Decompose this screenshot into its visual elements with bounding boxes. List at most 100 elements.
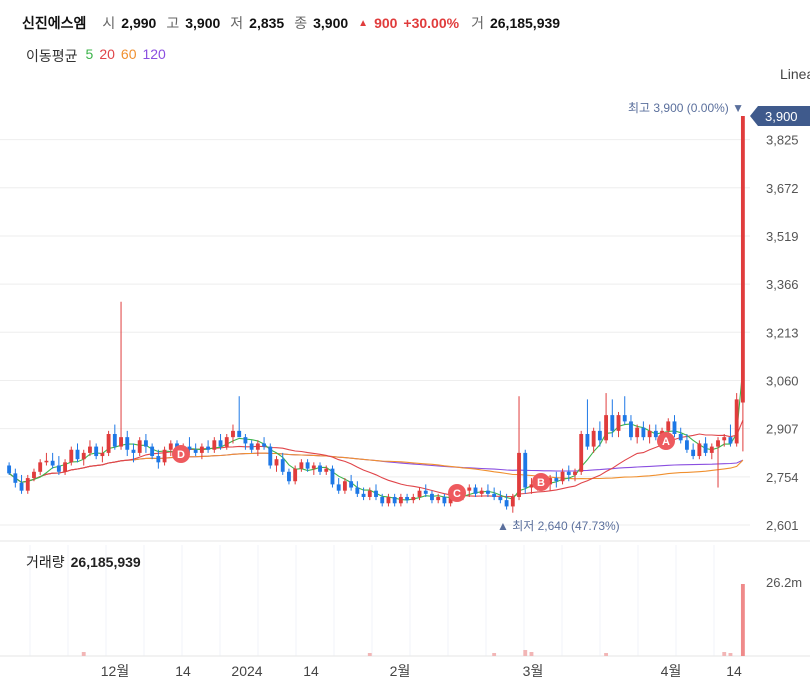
candle bbox=[635, 424, 640, 444]
candle-body bbox=[193, 449, 198, 453]
candle-body bbox=[573, 471, 577, 475]
high-value: 3,900 bbox=[185, 15, 221, 31]
candle bbox=[75, 443, 80, 463]
candle-body bbox=[75, 449, 80, 460]
candle bbox=[7, 462, 12, 475]
signal-marker[interactable]: D bbox=[172, 445, 190, 463]
candle bbox=[517, 396, 521, 501]
candle-body bbox=[610, 415, 615, 431]
candle bbox=[293, 465, 298, 485]
candle-body bbox=[143, 440, 148, 447]
signal-marker-label: D bbox=[177, 449, 185, 461]
volume-bar bbox=[728, 653, 733, 656]
candle bbox=[56, 456, 61, 475]
candle bbox=[162, 446, 167, 466]
candle-body bbox=[492, 493, 497, 497]
candle-body bbox=[417, 490, 422, 497]
candle-body bbox=[237, 430, 242, 438]
signal-marker[interactable]: B bbox=[532, 473, 550, 491]
price-tick-label: 3,213 bbox=[766, 325, 799, 340]
moving-average-legend[interactable]: 이동평균 5 20 60 120 bbox=[26, 46, 166, 66]
candle bbox=[492, 487, 497, 501]
price-tick-label: 3,519 bbox=[766, 229, 799, 244]
candle-body bbox=[255, 443, 260, 450]
candle-body bbox=[529, 484, 534, 488]
scale-mode-toggle[interactable]: Linear bbox=[780, 66, 810, 82]
candle-body bbox=[423, 490, 428, 494]
candle bbox=[430, 490, 434, 504]
low-label: 저 bbox=[230, 15, 244, 31]
candle bbox=[523, 449, 528, 494]
candle bbox=[287, 468, 291, 485]
candle bbox=[722, 434, 727, 447]
candle bbox=[386, 493, 391, 507]
candle-body bbox=[579, 434, 584, 472]
candle bbox=[548, 474, 553, 491]
change-arrow-icon: ▲ bbox=[358, 17, 369, 29]
signal-marker-label: A bbox=[662, 436, 670, 448]
candle-body bbox=[212, 440, 217, 450]
candle bbox=[716, 437, 720, 488]
candle-body bbox=[430, 493, 434, 501]
volume-tick-label: 26.2m bbox=[766, 575, 802, 590]
candle-body bbox=[604, 415, 609, 441]
candles bbox=[7, 116, 745, 513]
candle-body bbox=[206, 446, 211, 450]
candle-body bbox=[32, 471, 36, 479]
signal-marker[interactable]: A bbox=[657, 432, 675, 450]
volume-label: 거 bbox=[471, 15, 484, 31]
candle-body bbox=[318, 465, 322, 472]
candle-body bbox=[199, 446, 204, 453]
candle-body bbox=[243, 437, 248, 444]
candle-body bbox=[13, 473, 18, 483]
volume-bar bbox=[740, 584, 745, 656]
candle-body bbox=[560, 471, 565, 482]
candle bbox=[616, 411, 621, 438]
close-label: 종 bbox=[294, 15, 308, 31]
candle bbox=[604, 393, 609, 444]
candle-body bbox=[299, 462, 304, 469]
ma-legend-60[interactable]: 60 bbox=[120, 46, 137, 62]
low-price-annotation: ▲ 최저 2,640 (47.73%) bbox=[497, 519, 620, 533]
candle bbox=[417, 487, 422, 501]
signal-marker[interactable]: C bbox=[448, 484, 466, 502]
candle-body bbox=[330, 468, 335, 485]
candle-body bbox=[473, 487, 478, 494]
candle bbox=[342, 478, 347, 494]
open-value: 2,990 bbox=[121, 15, 157, 31]
candle-body bbox=[56, 465, 61, 472]
candle-body bbox=[44, 460, 49, 463]
ma-legend-20[interactable]: 20 bbox=[99, 46, 115, 62]
candle-body bbox=[672, 421, 677, 435]
candle bbox=[573, 468, 577, 482]
candle-body bbox=[125, 437, 130, 450]
time-tick-label: 2024 bbox=[231, 663, 262, 679]
high-price-annotation: 최고 3,900 (0.00%) ▼ bbox=[628, 101, 744, 115]
high-label: 고 bbox=[166, 15, 180, 31]
candle-body bbox=[666, 421, 671, 431]
time-tick-label: 14 bbox=[175, 663, 191, 679]
ma-legend-120[interactable]: 120 bbox=[142, 46, 166, 62]
candle-body bbox=[287, 471, 291, 482]
candle bbox=[143, 434, 148, 453]
price-tick-label: 2,754 bbox=[766, 470, 799, 485]
quote-header: 신진에스엠 시 2,990 고 3,900 저 2,835 종 3,900 ▲ … bbox=[22, 10, 564, 36]
candle bbox=[504, 493, 509, 510]
candle-body bbox=[7, 465, 12, 474]
candle-body bbox=[740, 116, 745, 403]
candle bbox=[237, 396, 242, 438]
ma20-line bbox=[8, 419, 744, 498]
ma-legend-5[interactable]: 5 bbox=[85, 46, 94, 62]
candle bbox=[187, 437, 192, 453]
candle-body bbox=[249, 443, 254, 450]
candle-body bbox=[25, 478, 30, 491]
candle bbox=[19, 474, 24, 494]
signal-marker-label: B bbox=[537, 477, 545, 489]
candle bbox=[318, 462, 322, 475]
candle bbox=[305, 459, 310, 472]
candle-body bbox=[305, 462, 310, 469]
candle-body bbox=[597, 430, 602, 441]
close-value: 3,900 bbox=[313, 15, 349, 31]
signal-marker-badge bbox=[657, 432, 675, 450]
